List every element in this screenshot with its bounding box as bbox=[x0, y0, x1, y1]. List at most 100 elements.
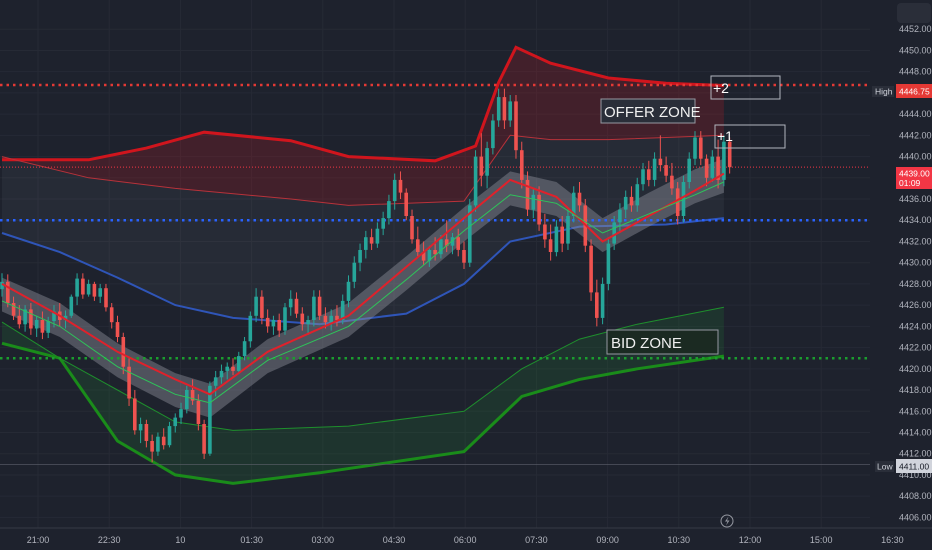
candle-body-19 bbox=[109, 307, 114, 323]
candle-body-76 bbox=[439, 239, 443, 255]
candle-body-78 bbox=[450, 237, 455, 246]
candle-body-113 bbox=[652, 158, 657, 180]
candle-body-94 bbox=[543, 224, 547, 240]
price-tick-23: 4452.00 bbox=[899, 24, 932, 34]
candle-body-12 bbox=[69, 296, 74, 316]
candle-body-1 bbox=[6, 281, 10, 303]
candle-body-55 bbox=[317, 296, 322, 316]
ma-overlays bbox=[1, 172, 725, 404]
candle-body-73 bbox=[421, 252, 426, 261]
candle-body-0 bbox=[0, 281, 4, 290]
candle-body-87 bbox=[502, 97, 507, 121]
level-box-plus2[interactable]: +2 bbox=[710, 75, 781, 100]
price-tick-5: 4416.00 bbox=[899, 406, 932, 416]
candle-body-14 bbox=[81, 278, 85, 295]
candle-body-46 bbox=[265, 317, 270, 327]
scale-widget-button[interactable] bbox=[897, 3, 931, 23]
candle-body-2 bbox=[11, 303, 16, 316]
candle-body-79 bbox=[456, 237, 460, 250]
candle-body-106 bbox=[612, 222, 616, 244]
candle-body-27 bbox=[156, 436, 160, 452]
candle-body-69 bbox=[398, 179, 403, 193]
level-box-plus1[interactable]: +1 bbox=[714, 124, 786, 149]
candle-body-37 bbox=[213, 377, 218, 386]
candle-body-54 bbox=[312, 296, 316, 320]
candle-body-83 bbox=[479, 156, 484, 176]
candle-body-71 bbox=[410, 216, 414, 240]
time-tick-0: 21:00 bbox=[27, 535, 50, 545]
candle-body-81 bbox=[468, 205, 472, 263]
price-tick-9: 4424.00 bbox=[899, 321, 932, 331]
green-ma-line bbox=[1, 181, 725, 404]
candle-body-33 bbox=[190, 390, 195, 401]
candle-body-123 bbox=[710, 156, 715, 178]
price-axis[interactable]: 4406.00 4408.00 4410.00 4412.00 4414.00 4416.… bbox=[870, 0, 932, 528]
bid-zone-area bbox=[2, 307, 724, 484]
candle-body-63 bbox=[364, 237, 368, 250]
candle-body-84 bbox=[485, 148, 489, 176]
candle-body-18 bbox=[104, 288, 108, 308]
candle-body-111 bbox=[641, 169, 645, 185]
candle-body-26 bbox=[150, 441, 154, 452]
current-price-countdown: 01:09 bbox=[899, 178, 921, 188]
candle-body-68 bbox=[392, 179, 397, 202]
candle-body-59 bbox=[340, 300, 345, 320]
offer-inner-line bbox=[1, 134, 724, 206]
candle-body-67 bbox=[387, 201, 391, 219]
current-price-tag: 4439.00 01:09 bbox=[896, 167, 932, 189]
candle-body-89 bbox=[514, 101, 518, 151]
candle-body-43 bbox=[248, 315, 253, 342]
candle-body-85 bbox=[491, 120, 495, 149]
price-tick-10: 4426.00 bbox=[899, 300, 932, 310]
time-tick-10: 12:00 bbox=[739, 535, 762, 545]
candle-body-3 bbox=[17, 315, 22, 325]
candle-body-121 bbox=[699, 137, 703, 159]
price-tick-13: 4432.00 bbox=[899, 237, 932, 247]
candle-body-100 bbox=[577, 192, 582, 206]
low-tag-label: Low bbox=[877, 462, 893, 472]
candle-body-86 bbox=[496, 97, 501, 121]
bid-zone-label[interactable]: BID ZONE bbox=[606, 329, 719, 355]
indicator-bands bbox=[1, 45, 725, 485]
candle-body-75 bbox=[433, 250, 437, 255]
candle-body-64 bbox=[369, 237, 374, 244]
low-tag-value: 4411.00 bbox=[899, 462, 929, 472]
candle-body-125 bbox=[722, 141, 726, 180]
candle-body-110 bbox=[635, 184, 640, 206]
candle-body-70 bbox=[404, 192, 408, 216]
high-tag-label: High bbox=[875, 87, 893, 97]
price-tick-17: 4440.00 bbox=[899, 152, 932, 162]
candle-body-35 bbox=[202, 424, 206, 454]
candle-body-88 bbox=[508, 101, 512, 121]
candle-body-22 bbox=[127, 366, 131, 399]
lightning-icon[interactable] bbox=[720, 514, 734, 528]
high-tag-box bbox=[896, 84, 932, 98]
candle-body-25 bbox=[144, 424, 149, 441]
candle-body-115 bbox=[664, 165, 668, 176]
candle-body-109 bbox=[629, 196, 634, 206]
candle-body-56 bbox=[323, 315, 328, 323]
blue-vwap-line bbox=[1, 217, 725, 326]
price-tick-8: 4422.00 bbox=[899, 343, 932, 353]
low-tag: Low 4411.00 bbox=[875, 459, 932, 473]
candle-body-116 bbox=[670, 175, 674, 189]
price-tick-2: 4410.00 bbox=[899, 470, 932, 480]
time-axis[interactable]: 21:00 22:30 10 01:30 03:00 04:30 06:00 07:30 09:… bbox=[0, 527, 932, 545]
mid-zone-area bbox=[2, 135, 724, 325]
high-tag: High 4446.75 bbox=[872, 84, 932, 98]
price-tick-19: 4444.00 bbox=[899, 109, 932, 119]
candle-body-61 bbox=[352, 262, 357, 282]
candle-body-97 bbox=[560, 226, 564, 244]
candle-body-34 bbox=[196, 400, 201, 424]
price-tick-6: 4418.00 bbox=[899, 385, 932, 395]
candle-body-23 bbox=[133, 398, 137, 431]
price-tick-15: 4436.00 bbox=[899, 194, 932, 204]
level-box-plus2-text: +2 bbox=[713, 80, 729, 96]
candle-body-52 bbox=[300, 313, 305, 325]
candle-body-77 bbox=[444, 239, 449, 246]
candle-body-38 bbox=[219, 370, 224, 378]
candle-body-118 bbox=[681, 182, 686, 216]
offer-zone-label[interactable]: OFFER ZONE bbox=[600, 98, 701, 124]
candle-body-45 bbox=[260, 296, 264, 318]
